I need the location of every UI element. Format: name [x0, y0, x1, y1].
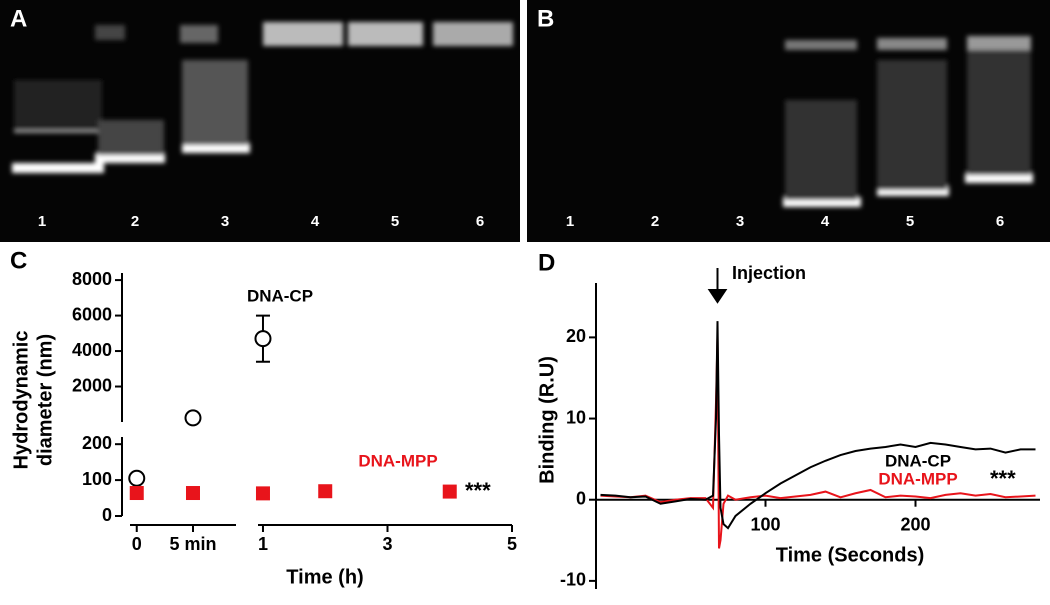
x-tick-label: 200 [900, 514, 930, 534]
lane-label: 1 [566, 213, 574, 230]
x-tick-label: 5 [507, 534, 517, 554]
lane-label: 1 [38, 213, 46, 230]
x-axis-label: Time (Seconds) [776, 544, 925, 566]
injection-arrow [707, 268, 728, 304]
annotation: *** [990, 466, 1016, 491]
y-tick-label: 200 [82, 433, 112, 453]
panel-label: D [538, 249, 555, 276]
y-tick-label: 6000 [72, 304, 112, 324]
lane-label: 4 [821, 213, 830, 230]
series-label: DNA-MPP [878, 469, 957, 488]
point [129, 486, 144, 501]
y-tick-label: 8000 [72, 269, 112, 289]
point [442, 484, 457, 499]
point [184, 409, 202, 427]
x-axis-label: Time (h) [286, 566, 363, 588]
point [255, 486, 270, 501]
lane-label: 6 [996, 213, 1004, 230]
series-label: DNA-CP [247, 286, 313, 305]
lane-label: 5 [906, 213, 914, 230]
series-line [600, 321, 1036, 530]
y-tick-label: 4000 [72, 340, 112, 360]
point [254, 330, 272, 348]
series-label: DNA-MPP [358, 451, 437, 470]
lane-label: 2 [131, 213, 139, 230]
panel-label: A [10, 5, 27, 32]
gel-a: A [0, 0, 520, 242]
lane-label: 3 [736, 213, 744, 230]
point [185, 486, 200, 501]
y-tick-label: 0 [576, 488, 586, 508]
x-tick-label: 5 min [169, 534, 216, 554]
y-tick-label: 0 [102, 505, 112, 525]
x-tick-label: 1 [258, 534, 268, 554]
y-tick-label: 10 [566, 407, 586, 427]
y-tick-label: 2000 [72, 375, 112, 395]
y-axis-label: Binding (R.U) [536, 356, 558, 484]
annotation: Injection [732, 263, 806, 283]
lane-label: 3 [221, 213, 229, 230]
series-line [600, 337, 1036, 549]
y-tick-label: 20 [566, 326, 586, 346]
annotation: *** [465, 478, 491, 503]
point [318, 484, 333, 499]
y-tick-label: 100 [82, 469, 112, 489]
x-tick-label: 3 [382, 534, 392, 554]
panel-label: B [537, 5, 554, 32]
y-tick-label: -10 [560, 570, 586, 590]
lane-label: 4 [311, 213, 320, 230]
x-tick-label: 100 [750, 514, 780, 534]
lane-label: 6 [476, 213, 484, 230]
series-label: DNA-CP [885, 451, 951, 470]
x-tick-label: 0 [132, 534, 142, 554]
gel-b: B [527, 0, 1050, 242]
panel-label: C [10, 247, 27, 274]
y-axis-label: diameter (nm) [34, 334, 56, 466]
y-axis-label: Hydrodynamic [10, 331, 32, 470]
lane-label: 2 [651, 213, 659, 230]
point [128, 469, 146, 487]
lane-label: 5 [391, 213, 399, 230]
